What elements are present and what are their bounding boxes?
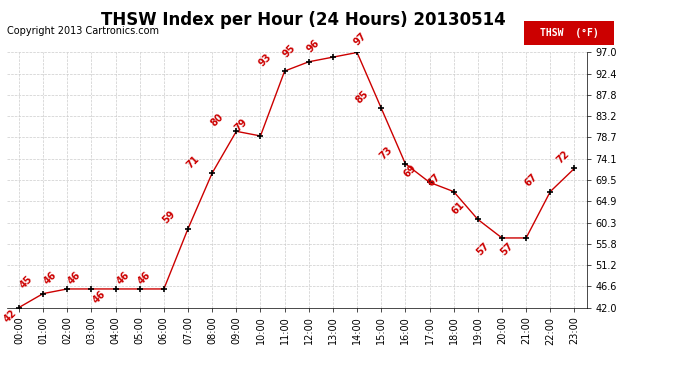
Text: 46: 46 <box>115 270 131 286</box>
Text: 73: 73 <box>377 144 394 161</box>
Text: THSW  (°F): THSW (°F) <box>540 28 599 38</box>
Text: 96: 96 <box>305 38 322 54</box>
Text: 46: 46 <box>42 270 59 286</box>
Text: 61: 61 <box>450 200 466 217</box>
Text: 42: 42 <box>2 308 19 324</box>
Text: 80: 80 <box>208 112 225 129</box>
Text: 59: 59 <box>160 209 177 226</box>
Text: Copyright 2013 Cartronics.com: Copyright 2013 Cartronics.com <box>7 26 159 36</box>
Text: 57: 57 <box>474 241 491 257</box>
Text: 45: 45 <box>18 274 34 291</box>
Text: 46: 46 <box>66 270 83 286</box>
Text: 97: 97 <box>351 30 368 47</box>
Text: 46: 46 <box>90 289 107 306</box>
Text: THSW Index per Hour (24 Hours) 20130514: THSW Index per Hour (24 Hours) 20130514 <box>101 11 506 29</box>
Text: 72: 72 <box>555 149 571 166</box>
Text: 85: 85 <box>353 88 370 105</box>
Text: 69: 69 <box>402 163 418 180</box>
Text: 67: 67 <box>522 172 539 189</box>
Text: 79: 79 <box>233 117 249 133</box>
Text: 71: 71 <box>184 154 201 170</box>
Text: 46: 46 <box>136 270 152 286</box>
Text: 93: 93 <box>257 52 273 68</box>
Text: 95: 95 <box>281 42 297 59</box>
Text: 67: 67 <box>426 172 442 189</box>
Text: 57: 57 <box>498 241 515 257</box>
